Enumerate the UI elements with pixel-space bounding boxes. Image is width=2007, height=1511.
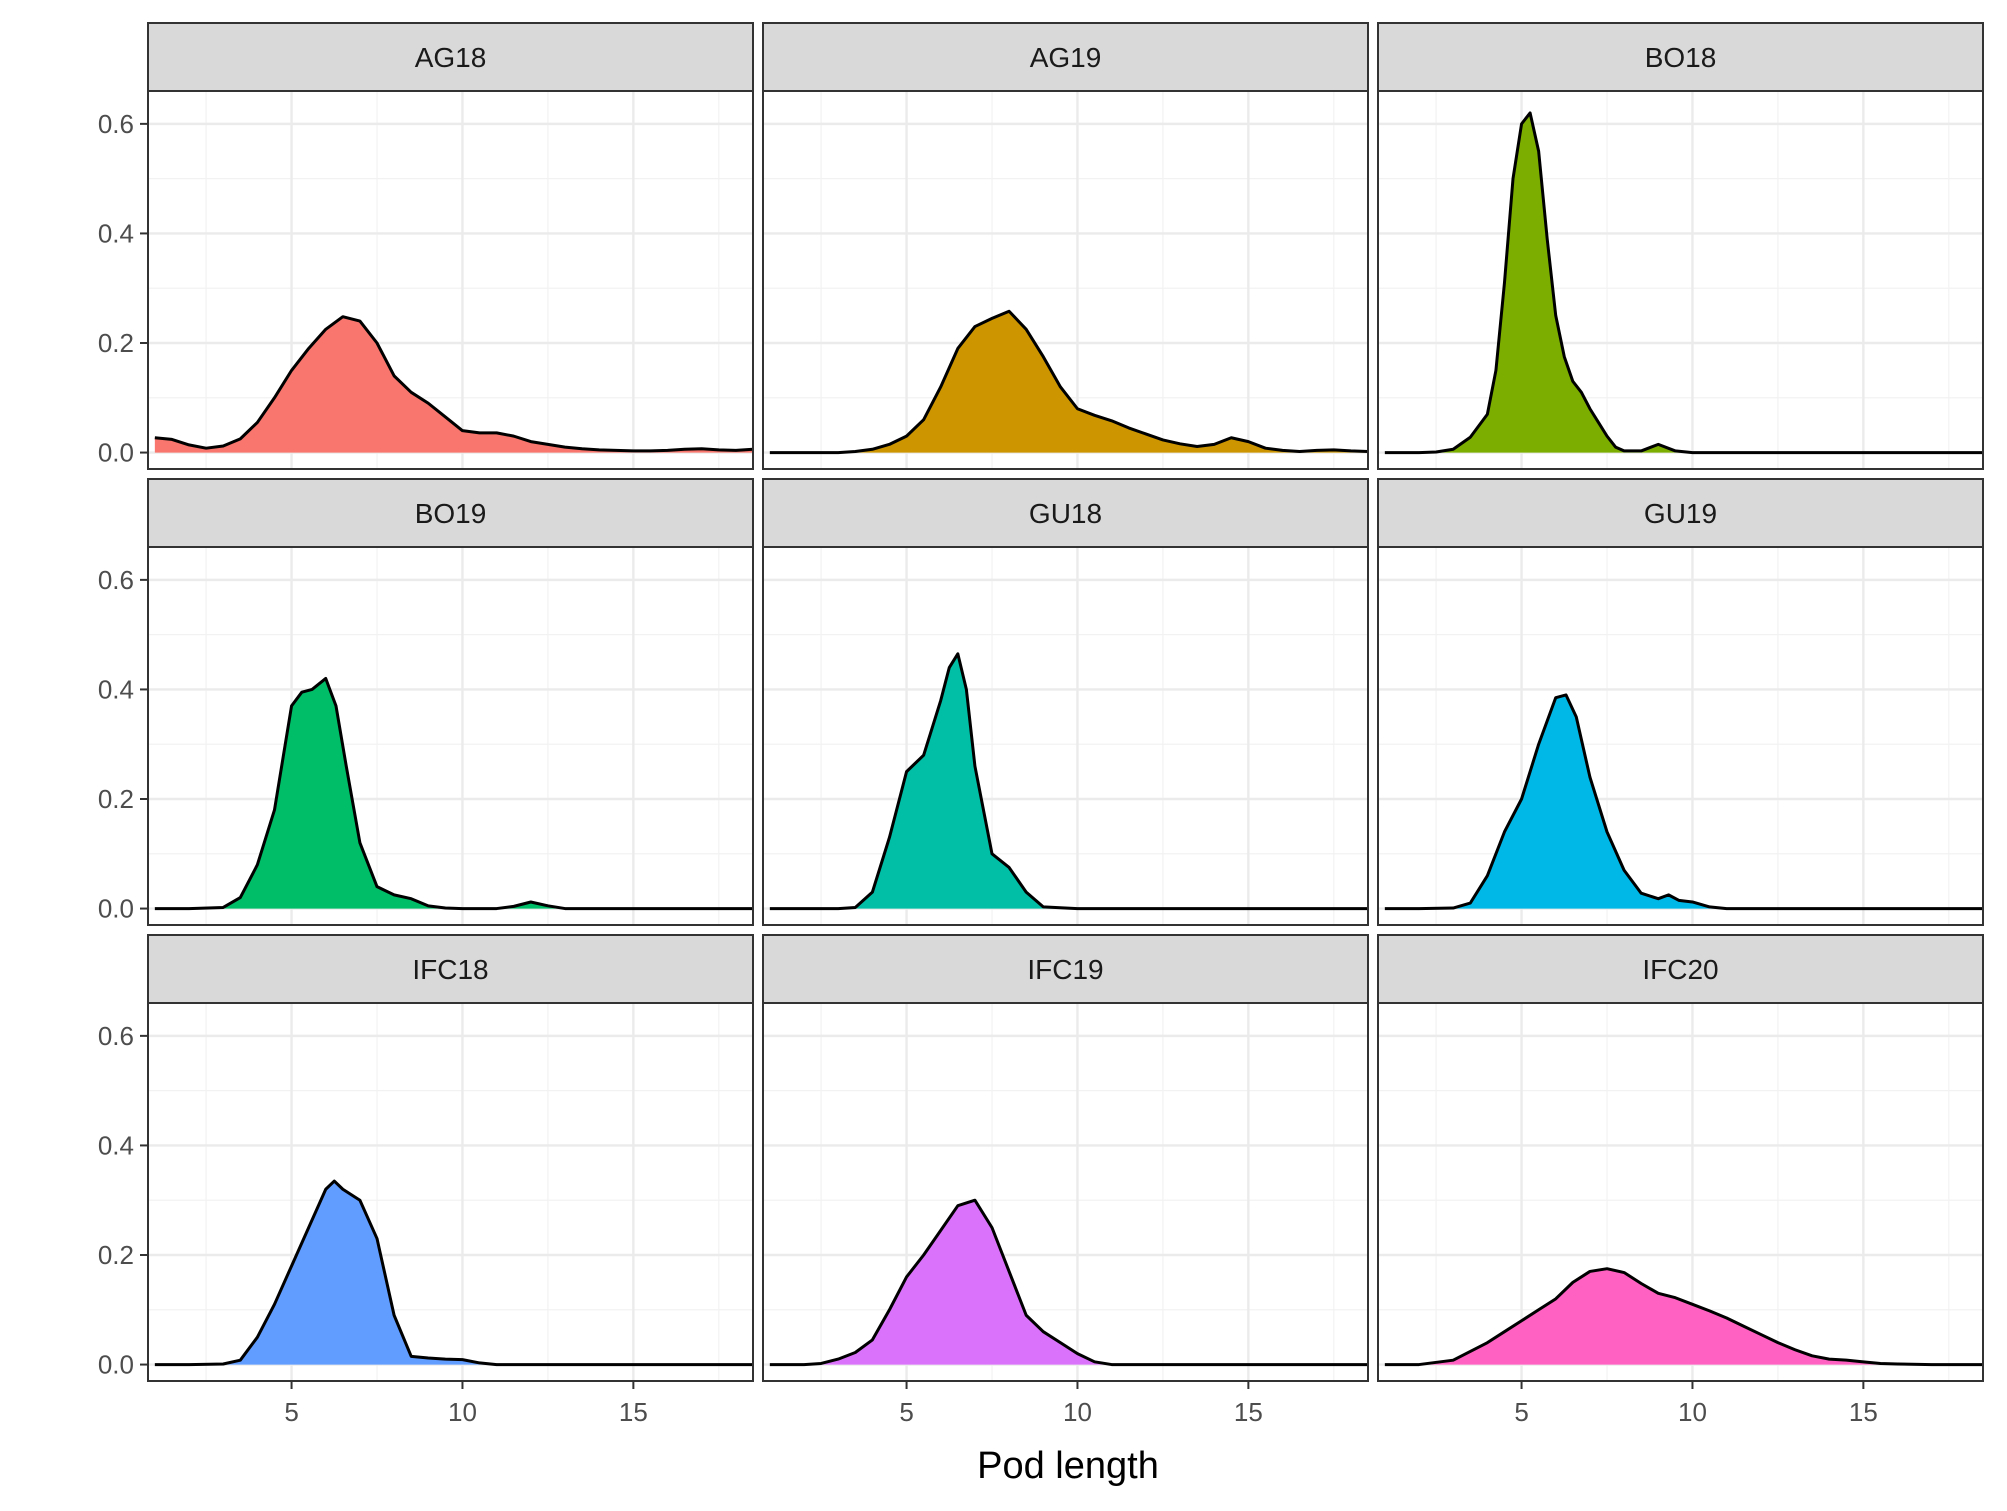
density-line-ag18 [154,315,754,453]
x-tick-label: 5 [899,1397,913,1427]
density-line-ag19 [769,309,1369,455]
density-line-gu19 [1384,693,1983,911]
y-tick-label: 0.2 [98,1240,134,1270]
y-tick-label: 0.2 [98,784,134,814]
y-tick-label: 0.2 [98,328,134,358]
panel-background [763,547,1368,925]
facet-panel-ifc18: IFC18 [147,934,754,1382]
facet-panel-gu19: GU19 [1377,478,1984,926]
facet-panels: AG18 AG19 BO18 BO19 GU18 GU19 IFC18 IFC19 IFC20 [147,22,1984,1382]
y-tick-label: 0.6 [98,1021,134,1051]
panel-border [1377,90,1984,470]
facet-panel-ifc19: IFC19 [762,934,1369,1382]
facet-panel-bo19: BO19 [147,478,754,926]
x-tick-label: 15 [1234,1397,1263,1427]
density-line-ifc18 [154,1179,753,1367]
panel-background [1378,91,1983,469]
facet-strip-label: AG18 [415,42,487,73]
facet-strip-label: GU19 [1644,498,1717,529]
facet-strip-label: AG19 [1030,42,1102,73]
density-line-ifc20 [1384,1267,1983,1367]
density-area-ag19 [769,311,1368,453]
x-axis-group: 5 10 15 5 10 15 5 10 15 [284,1381,1878,1427]
facet-panel-ifc20: IFC20 [1377,934,1984,1382]
panel-background [763,1003,1368,1381]
x-tick-label: 5 [284,1397,298,1427]
facet-strip [762,22,1369,92]
density-line-gu18 [769,652,1368,911]
facet-strip-label: BO19 [415,498,487,529]
facet-strip-label: IFC19 [1027,954,1103,985]
panel-border [147,1002,754,1382]
x-tick-label: 10 [1063,1397,1092,1427]
density-area-bo18 [1384,112,1983,453]
facet-strip [1377,934,1984,1004]
panel-border [762,546,1369,926]
facet-panel-gu18: GU18 [762,478,1369,926]
facet-strip [762,934,1369,1004]
panel-background [1378,547,1983,925]
density-area-gu18 [769,653,1368,909]
density-area-bo19 [154,678,754,909]
panel-border [147,90,754,470]
y-tick-label: 0.0 [98,438,134,468]
facet-strip-label: IFC20 [1642,954,1718,985]
panel-border [762,90,1369,470]
panel-background [148,91,753,469]
panel-border [1377,546,1984,926]
y-tick-label: 0.4 [98,218,134,248]
panel-background [148,1003,753,1381]
y-tick-label: 0.0 [98,894,134,924]
y-tick-label: 0.6 [98,565,134,595]
density-line-bo19 [154,676,753,911]
density-area-ifc19 [769,1200,1368,1365]
facet-panel-ag19: AG19 [762,22,1369,470]
facet-strip [1377,22,1984,92]
density-area-ifc18 [154,1181,754,1365]
facet-strip-label: GU18 [1029,498,1102,529]
density-area-ifc20 [1384,1268,1983,1365]
facet-strip-label: BO18 [1645,42,1717,73]
y-tick-label: 0.0 [98,1350,134,1380]
facet-strip [147,478,754,548]
density-area-ag18 [154,316,754,453]
facet-strip-label: IFC18 [412,954,488,985]
density-line-bo18 [1384,111,1983,455]
y-axis-group: 0.0 0.2 0.4 0.6 0.0 0.2 0.4 0.6 0.0 0.2 0.4 0.6 [98,109,148,1380]
panel-border [1377,1002,1984,1382]
x-tick-label: 5 [1514,1397,1528,1427]
y-tick-label: 0.4 [98,674,134,704]
x-axis-title: Pod length [977,1445,1159,1487]
density-line-ifc19 [769,1198,1368,1367]
y-tick-label: 0.6 [98,109,134,139]
facet-panel-ag18: AG18 [147,22,754,470]
panel-border [147,546,754,926]
panel-border [762,1002,1369,1382]
x-tick-label: 15 [619,1397,648,1427]
panel-background [148,547,753,925]
x-tick-label: 15 [1849,1397,1878,1427]
density-area-gu19 [1384,694,1983,909]
y-tick-label: 0.4 [98,1130,134,1160]
facet-strip [147,22,754,92]
facet-panel-bo18: BO18 [1377,22,1984,470]
x-tick-label: 10 [1678,1397,1707,1427]
x-tick-label: 10 [448,1397,477,1427]
facet-strip [1377,478,1984,548]
